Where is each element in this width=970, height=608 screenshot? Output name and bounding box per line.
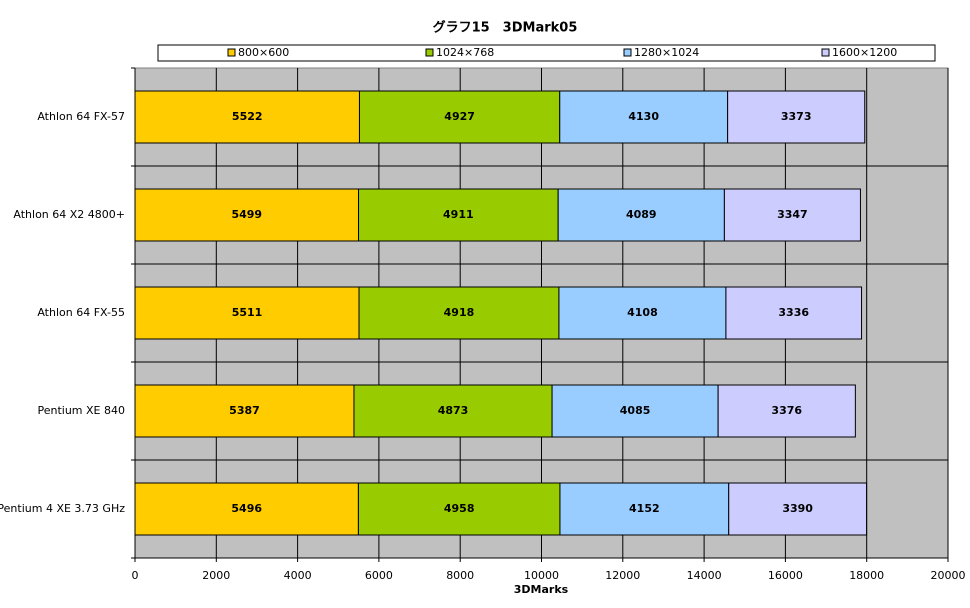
bar-segment: [358, 188, 559, 242]
data-label: 3376: [771, 404, 802, 417]
data-label: 3347: [777, 208, 808, 221]
data-label: 5511: [232, 306, 263, 319]
bar-segment: [134, 384, 355, 438]
legend-label: 1600×1200: [832, 46, 897, 59]
data-label: 4085: [620, 404, 651, 417]
bar-segment: [358, 286, 560, 340]
x-tick-label: 20000: [931, 569, 966, 582]
legend-label: 800×600: [238, 46, 289, 59]
data-label: 5499: [231, 208, 262, 221]
chart-title: グラフ15 3DMark05: [433, 20, 578, 36]
y-tick-label: Athlon 64 FX-55: [37, 306, 125, 319]
bar-segment: [559, 90, 729, 144]
legend-box: [157, 44, 936, 62]
y-tick-label: Pentium 4 XE 3.73 GHz: [0, 502, 125, 515]
bar-segment: [551, 384, 719, 438]
data-label: 4911: [443, 208, 474, 221]
bar-segment: [723, 188, 861, 242]
x-tick-label: 14000: [687, 569, 722, 582]
bar-segment: [717, 384, 856, 438]
bar-segment: [728, 482, 868, 536]
data-label: 4873: [438, 404, 469, 417]
data-label: 4130: [628, 110, 659, 123]
legend-swatch: [821, 48, 830, 57]
legend-label: 1280×1024: [634, 46, 699, 59]
bar-segment: [134, 188, 360, 242]
x-tick-label: 16000: [768, 569, 803, 582]
bar-segment: [134, 482, 359, 536]
data-label: 5522: [232, 110, 263, 123]
x-tick-label: 0: [132, 569, 139, 582]
bar-segment: [134, 286, 360, 340]
bar-segment: [727, 90, 866, 144]
legend-swatch: [425, 48, 434, 57]
bar-segment: [557, 188, 725, 242]
data-label: 5387: [229, 404, 260, 417]
bar-segment: [358, 90, 561, 144]
data-label: 3336: [778, 306, 809, 319]
data-label: 4927: [444, 110, 475, 123]
data-label: 4152: [629, 502, 660, 515]
data-label: 3390: [782, 502, 813, 515]
data-label: 5496: [231, 502, 262, 515]
x-tick-label: 6000: [365, 569, 393, 582]
bar-segment: [725, 286, 863, 340]
legend-swatch: [623, 48, 632, 57]
y-tick-label: Athlon 64 X2 4800+: [13, 208, 125, 221]
y-tick-label: Pentium XE 840: [37, 404, 125, 417]
x-tick-label: 10000: [524, 569, 559, 582]
data-label: 4958: [444, 502, 475, 515]
x-tick-label: 12000: [605, 569, 640, 582]
data-label: 3373: [781, 110, 812, 123]
bar-segment: [559, 482, 730, 536]
x-tick-label: 8000: [446, 569, 474, 582]
bar-segment: [353, 384, 553, 438]
bar-segment: [558, 286, 727, 340]
legend-label: 1024×768: [436, 46, 494, 59]
x-tick-label: 4000: [284, 569, 312, 582]
x-axis-label: 3DMarks: [514, 583, 569, 596]
data-label: 4108: [627, 306, 658, 319]
y-tick-label: Athlon 64 FX-57: [37, 110, 125, 123]
bar-segment: [357, 482, 561, 536]
data-label: 4089: [626, 208, 657, 221]
legend-swatch: [227, 48, 236, 57]
x-tick-label: 18000: [849, 569, 884, 582]
x-tick-label: 2000: [202, 569, 230, 582]
data-label: 4918: [444, 306, 475, 319]
